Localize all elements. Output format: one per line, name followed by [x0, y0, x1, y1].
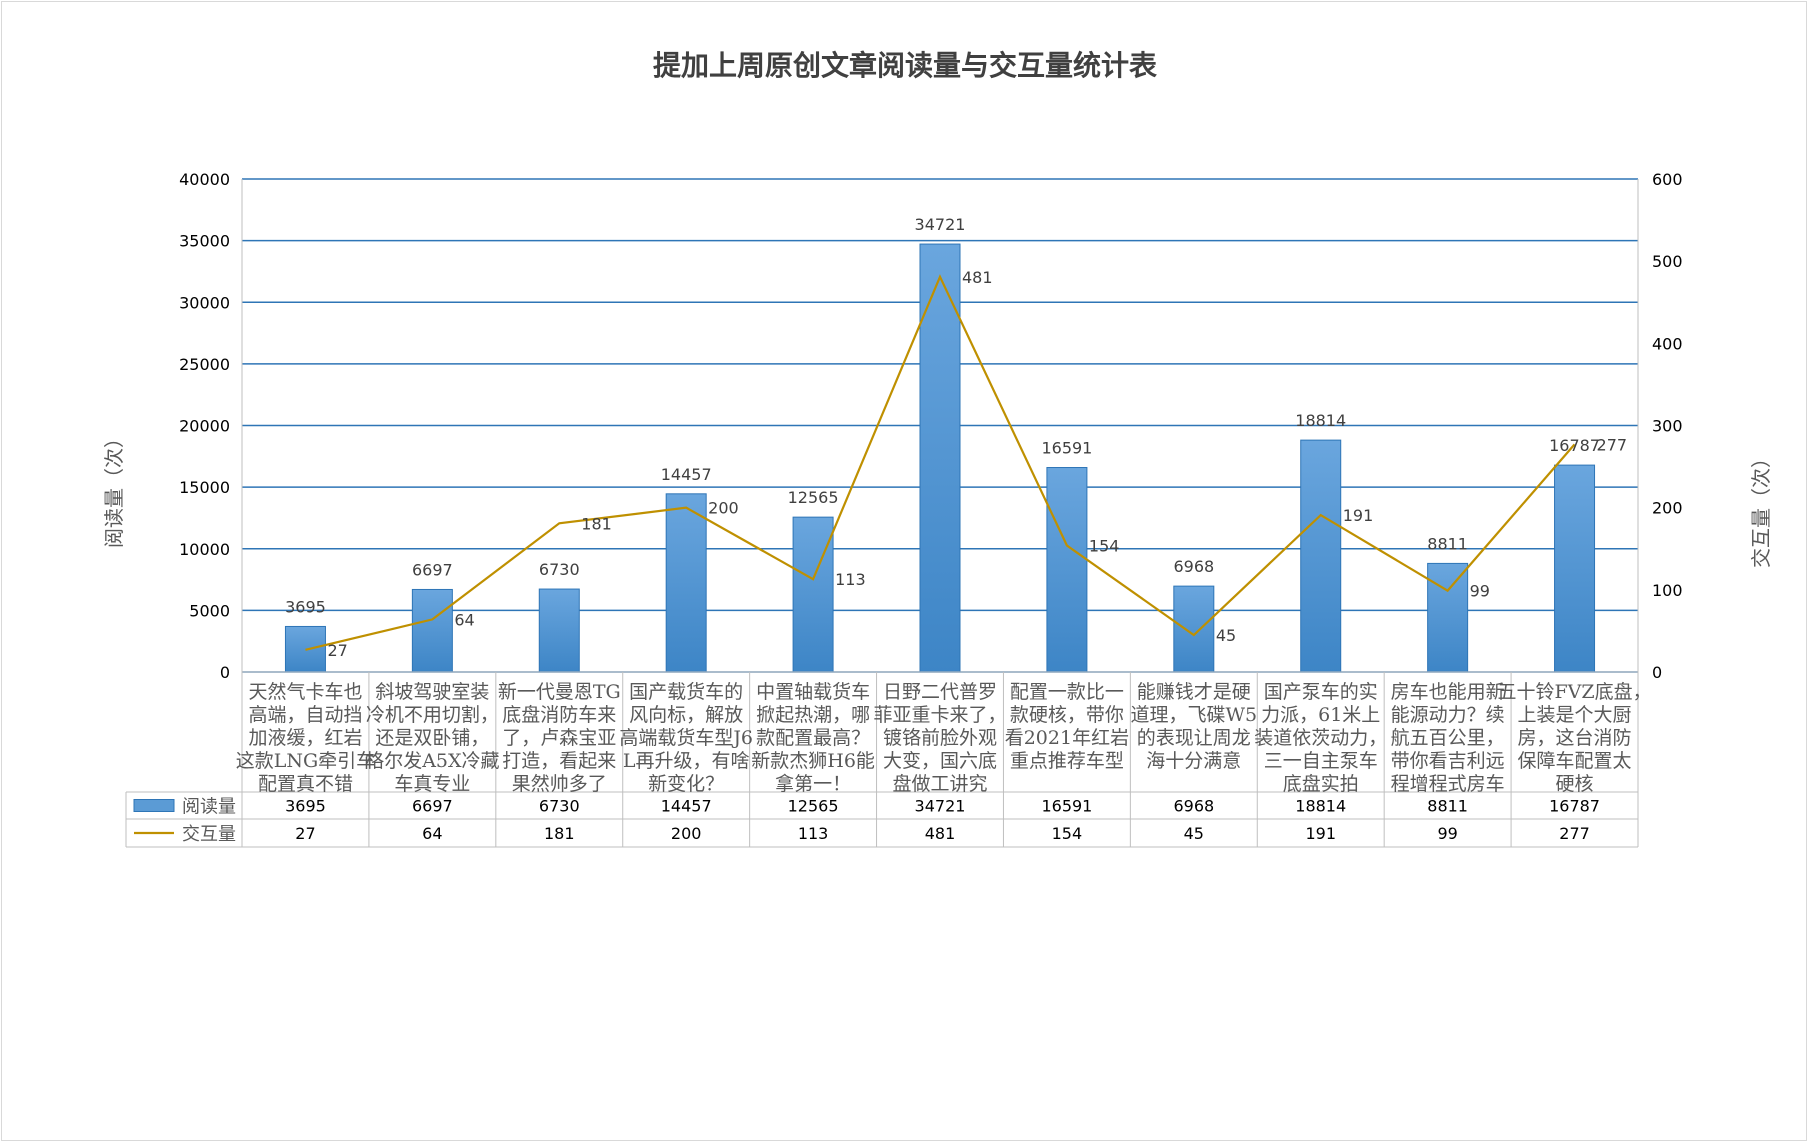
- y-axis-title: 阅读量（次）: [102, 428, 126, 548]
- table-cell-line: 200: [671, 824, 702, 843]
- bar-data-label: 6697: [412, 560, 453, 579]
- table-cell-line: 64: [422, 824, 442, 843]
- table-cell-bar: 16591: [1041, 797, 1092, 816]
- line-data-label: 200: [708, 499, 739, 518]
- category-label: 天然气卡车也高端，自动挡加液缓，红岩这款LNG牵引车配置真不错: [236, 681, 375, 795]
- line-data-label: 191: [1343, 506, 1374, 525]
- table-cell-bar: 6968: [1173, 797, 1214, 816]
- bar: [792, 516, 834, 673]
- table-cell-line: 45: [1184, 824, 1204, 843]
- y-tick-label: 40000: [179, 170, 230, 189]
- category-label: 中置轴载货车掀起热潮，哪款配置最高？新款杰狮H6能拿第一！: [751, 681, 875, 795]
- data-table: 天然气卡车也高端，自动挡加液缓，红岩这款LNG牵引车配置真不错斜坡驾驶室装冷机不…: [125, 671, 1652, 848]
- chart-title: 提加上周原创文章阅读量与交互量统计表: [652, 49, 1157, 82]
- category-label: 新一代曼恩TG 底盘消防车来了，卢森宝亚打造，看起来果然帅多了: [498, 681, 621, 795]
- y2-tick-label: 200: [1652, 499, 1683, 518]
- y2-tick-label: 400: [1652, 334, 1683, 353]
- table-cell-line: 154: [1052, 824, 1083, 843]
- line-series: [305, 274, 1576, 651]
- y-tick-label: 20000: [179, 417, 230, 436]
- bar-data-label: 16591: [1041, 439, 1092, 458]
- line-data-label: 45: [1216, 626, 1236, 645]
- line-data-label: 154: [1089, 536, 1120, 555]
- table-cell-line: 481: [925, 824, 956, 843]
- line-series-path: [305, 274, 1576, 651]
- bar-data-label: 3695: [285, 597, 326, 616]
- table-cell-line: 191: [1305, 824, 1336, 843]
- y-tick-label: 15000: [179, 478, 230, 497]
- table-cell-line: 277: [1559, 824, 1590, 843]
- table-cell-bar: 6730: [539, 797, 580, 816]
- table-cell-bar: 12565: [788, 797, 839, 816]
- bar-series: [284, 243, 1596, 673]
- table-cell-bar: 6697: [412, 797, 453, 816]
- category-label: 能赚钱才是硬道理，飞碟W5 的表现让周龙海十分满意: [1131, 681, 1258, 772]
- y2-tick-label: 100: [1652, 581, 1683, 600]
- y2-tick-label: 0: [1652, 663, 1662, 682]
- y-tick-label: 0: [220, 663, 230, 682]
- y-tick-label: 35000: [179, 232, 230, 251]
- table-cell-line: 27: [295, 824, 315, 843]
- line-data-label: 27: [327, 641, 347, 660]
- axes: 0500010000150002000025000300003500040000…: [179, 170, 1682, 682]
- bar: [1300, 439, 1342, 673]
- category-label: 房车也能用新能源动力？续航五百公里，带你看吉利远程增程式房车: [1391, 681, 1505, 795]
- line-data-label: 99: [1470, 582, 1490, 601]
- category-label: 国产载货车的风向标，解放高端载货车型J6 L再升级，有啥新变化？: [619, 681, 753, 795]
- bar: [1554, 464, 1596, 673]
- y-tick-label: 25000: [179, 355, 230, 374]
- category-label: 配置一款比一款硬核，带你看2021年红岩重点推荐车型: [1005, 681, 1129, 772]
- table-cell-bar: 8811: [1427, 797, 1468, 816]
- legend-label-bar: 阅读量: [182, 797, 236, 818]
- category-label: 日野二代普罗菲亚重卡来了，镀铬前脸外观大变，国六底盘做工讲究: [873, 681, 1006, 795]
- legend-swatch-bar: [133, 799, 175, 812]
- line-data-label: 113: [835, 570, 866, 589]
- bar-data-label: 14457: [661, 465, 712, 484]
- y-tick-label: 10000: [179, 540, 230, 559]
- table-cell-line: 181: [544, 824, 575, 843]
- bar: [411, 588, 453, 673]
- y2-axis-title: 交互量（次）: [1749, 448, 1773, 568]
- table-cell-line: 113: [798, 824, 829, 843]
- bar: [1427, 562, 1469, 673]
- table-cell-bar: 18814: [1295, 797, 1346, 816]
- bar: [665, 493, 707, 673]
- bar-data-label: 34721: [915, 215, 966, 234]
- bar-data-label: 16787: [1549, 436, 1600, 455]
- y2-tick-label: 600: [1652, 170, 1683, 189]
- category-label: 国产泵车的实力派，61米上装道依茨动力，三一自主泵车底盘实拍: [1254, 681, 1387, 795]
- bar-data-label: 6968: [1173, 557, 1214, 576]
- category-label: 五十铃FVZ底盘，上装是个大厨房，这台消防保障车配置太硬核: [1497, 681, 1651, 795]
- bar-data-label: 8811: [1427, 534, 1468, 553]
- y-tick-label: 5000: [189, 601, 230, 620]
- table-cell-line: 99: [1437, 824, 1457, 843]
- data-labels: 3695 6697 6730 14457 12565 34721 16591 6968 1881…: [285, 215, 1627, 660]
- legend-label-line: 交互量: [182, 824, 236, 845]
- line-data-label: 277: [1597, 435, 1628, 454]
- bar: [1046, 467, 1088, 673]
- y-tick-label: 30000: [179, 293, 230, 312]
- line-data-label: 64: [454, 610, 474, 629]
- bar: [1173, 585, 1215, 673]
- y2-tick-label: 500: [1652, 252, 1683, 271]
- table-cell-bar: 14457: [661, 797, 712, 816]
- bar-data-label: 12565: [788, 488, 839, 507]
- category-label: 斜坡驾驶室装冷机不用切割，还是双卧铺，格尔发A5X冷藏车真专业: [365, 681, 499, 795]
- bar-data-label: 6730: [539, 560, 580, 579]
- bar: [538, 588, 580, 673]
- table-cell-bar: 34721: [915, 797, 966, 816]
- table-cell-bar: 3695: [285, 797, 326, 816]
- y2-tick-label: 300: [1652, 417, 1683, 436]
- line-data-label: 481: [962, 268, 993, 287]
- line-data-label: 181: [581, 514, 612, 533]
- table-cell-bar: 16787: [1549, 797, 1600, 816]
- bar-data-label: 18814: [1295, 411, 1346, 430]
